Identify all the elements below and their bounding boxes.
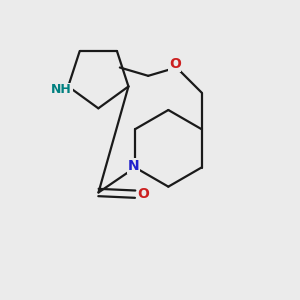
- Text: O: O: [137, 187, 149, 201]
- Text: O: O: [169, 57, 181, 71]
- Text: N: N: [128, 159, 139, 173]
- Text: NH: NH: [51, 83, 72, 96]
